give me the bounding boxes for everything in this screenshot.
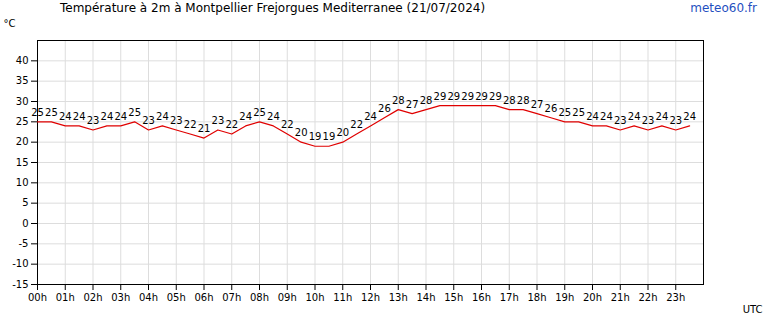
svg-text:24: 24 <box>156 111 169 122</box>
svg-text:11h: 11h <box>333 292 352 303</box>
svg-text:24: 24 <box>656 111 669 122</box>
svg-text:20: 20 <box>295 127 308 138</box>
svg-text:28: 28 <box>503 95 516 106</box>
svg-text:24: 24 <box>59 111 72 122</box>
svg-text:22h: 22h <box>638 292 657 303</box>
svg-text:23: 23 <box>642 115 655 126</box>
svg-text:05h: 05h <box>167 292 186 303</box>
svg-text:13h: 13h <box>389 292 408 303</box>
svg-text:25: 25 <box>128 107 141 118</box>
svg-text:29: 29 <box>461 91 474 102</box>
svg-text:17h: 17h <box>500 292 519 303</box>
svg-text:27: 27 <box>531 99 544 110</box>
svg-text:25: 25 <box>31 107 44 118</box>
svg-text:06h: 06h <box>194 292 213 303</box>
svg-text:23: 23 <box>87 115 100 126</box>
svg-text:15: 15 <box>16 157 29 168</box>
svg-text:10h: 10h <box>305 292 324 303</box>
svg-text:40: 40 <box>16 55 29 66</box>
svg-text:01h: 01h <box>56 292 75 303</box>
svg-text:20h: 20h <box>583 292 602 303</box>
svg-text:25: 25 <box>253 107 266 118</box>
svg-text:°C: °C <box>4 18 16 29</box>
svg-text:20: 20 <box>336 127 349 138</box>
svg-text:00h: 00h <box>28 292 47 303</box>
svg-text:16h: 16h <box>472 292 491 303</box>
svg-text:20: 20 <box>16 136 29 147</box>
svg-text:28: 28 <box>517 95 530 106</box>
svg-text:24: 24 <box>364 111 377 122</box>
svg-text:-15: -15 <box>12 279 28 290</box>
svg-text:28: 28 <box>420 95 433 106</box>
svg-text:24: 24 <box>73 111 86 122</box>
svg-text:25: 25 <box>558 107 571 118</box>
svg-text:15h: 15h <box>444 292 463 303</box>
svg-text:09h: 09h <box>278 292 297 303</box>
svg-text:UTC: UTC <box>743 304 763 315</box>
svg-text:02h: 02h <box>83 292 102 303</box>
svg-text:24: 24 <box>628 111 641 122</box>
svg-text:24: 24 <box>586 111 599 122</box>
svg-text:28: 28 <box>392 95 405 106</box>
svg-text:27: 27 <box>406 99 419 110</box>
svg-text:30: 30 <box>16 96 29 107</box>
svg-text:25: 25 <box>45 107 58 118</box>
svg-text:23h: 23h <box>666 292 685 303</box>
svg-text:29: 29 <box>447 91 460 102</box>
svg-text:24: 24 <box>101 111 114 122</box>
svg-text:29: 29 <box>434 91 447 102</box>
svg-text:23: 23 <box>142 115 155 126</box>
svg-text:0: 0 <box>22 218 28 229</box>
svg-text:19: 19 <box>309 131 322 142</box>
svg-text:29: 29 <box>489 91 502 102</box>
svg-text:24: 24 <box>114 111 127 122</box>
svg-text:08h: 08h <box>250 292 269 303</box>
svg-text:21: 21 <box>198 123 211 134</box>
svg-text:35: 35 <box>16 75 29 86</box>
svg-text:29: 29 <box>475 91 488 102</box>
svg-text:04h: 04h <box>139 292 158 303</box>
svg-text:19h: 19h <box>555 292 574 303</box>
svg-text:19: 19 <box>323 131 336 142</box>
svg-text:07h: 07h <box>222 292 241 303</box>
svg-text:18h: 18h <box>527 292 546 303</box>
svg-text:23: 23 <box>212 115 225 126</box>
svg-text:24: 24 <box>267 111 280 122</box>
svg-text:-10: -10 <box>12 258 28 269</box>
svg-text:23: 23 <box>170 115 183 126</box>
svg-text:22: 22 <box>281 119 294 130</box>
svg-text:25: 25 <box>16 116 29 127</box>
svg-text:24: 24 <box>600 111 613 122</box>
svg-text:03h: 03h <box>111 292 130 303</box>
svg-text:26: 26 <box>545 103 558 114</box>
svg-text:24: 24 <box>239 111 252 122</box>
html-text:meteo60.fr: meteo60.fr <box>690 1 757 15</box>
svg-text:22: 22 <box>225 119 238 130</box>
svg-text:14h: 14h <box>416 292 435 303</box>
svg-text:25: 25 <box>572 107 585 118</box>
svg-text:23: 23 <box>669 115 682 126</box>
svg-text:10: 10 <box>16 177 29 188</box>
svg-text:23: 23 <box>614 115 627 126</box>
svg-text:-5: -5 <box>19 238 29 249</box>
svg-text:26: 26 <box>378 103 391 114</box>
svg-text:21h: 21h <box>611 292 630 303</box>
svg-text:22: 22 <box>350 119 363 130</box>
svg-text:5: 5 <box>22 197 28 208</box>
svg-text:24: 24 <box>683 111 696 122</box>
svg-text:12h: 12h <box>361 292 380 303</box>
html-text:Température à 2m à Montpellier: Température à 2m à Montpellier Frejorgue… <box>60 1 486 15</box>
svg-text:22: 22 <box>184 119 197 130</box>
